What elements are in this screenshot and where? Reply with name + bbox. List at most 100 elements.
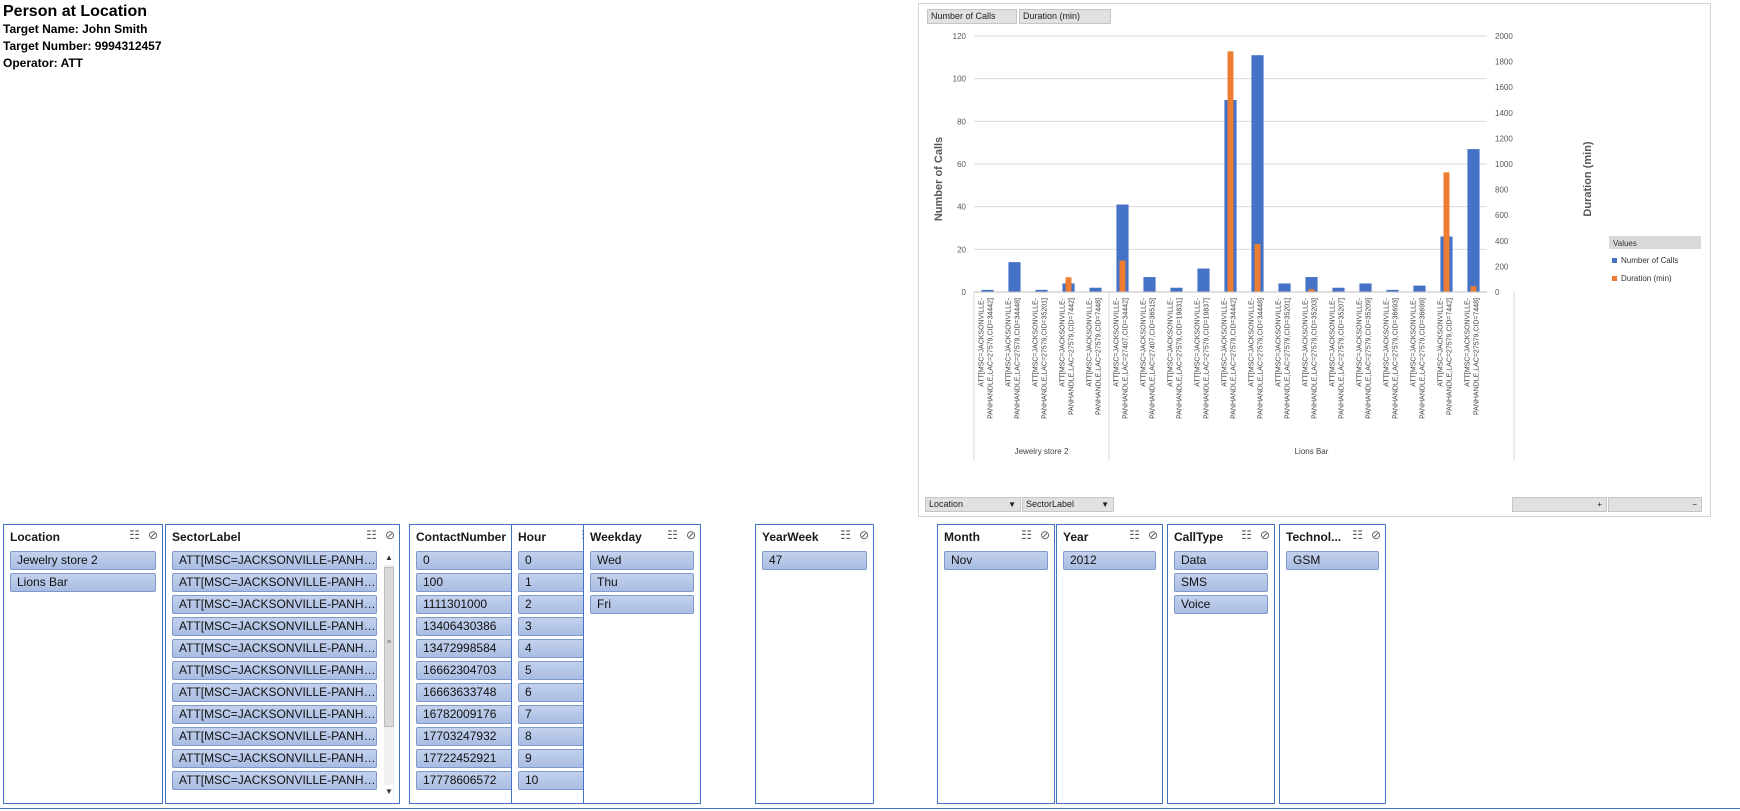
axis-field-button-sectorlabel[interactable]: SectorLabel ▼ — [1022, 497, 1114, 512]
y-tick-label: 40 — [957, 203, 966, 212]
slicer-item[interactable]: 2 — [518, 595, 584, 614]
multi-select-icon[interactable]: ☷ — [840, 528, 851, 542]
slicer-item[interactable]: 8 — [518, 727, 584, 746]
slicer-item[interactable]: ATT[MSC=JACKSONVILLE-PANHAND... — [172, 661, 377, 680]
axis-field-label-sectorlabel: SectorLabel — [1026, 499, 1075, 509]
clear-filter-icon[interactable]: ⊘ — [147, 528, 158, 542]
slicer-location[interactable]: Location ☷ ⊘ Jewelry store 2 Lions Bar — [3, 524, 163, 804]
slicer-item[interactable]: ATT[MSC=JACKSONVILLE-PANHAND... — [172, 705, 377, 724]
multi-select-icon[interactable]: ☷ — [581, 528, 584, 542]
multi-select-icon[interactable]: ☷ — [1021, 528, 1032, 542]
slicer-calltype[interactable]: CallType ☷ ⊘ Data SMS Voice — [1167, 524, 1275, 804]
slicer-item[interactable]: 1 — [518, 573, 584, 592]
slicer-item[interactable]: ATT[MSC=JACKSONVILLE-PANHAND... — [172, 683, 377, 702]
clear-filter-icon[interactable]: ⊘ — [384, 528, 395, 542]
clear-filter-icon[interactable]: ⊘ — [858, 528, 869, 542]
multi-select-icon[interactable]: ☷ — [129, 528, 140, 542]
slicer-item[interactable]: 0 — [416, 551, 513, 570]
clear-filter-icon[interactable]: ⊘ — [685, 528, 696, 542]
axis-field-button-location[interactable]: Location ▼ — [925, 497, 1021, 512]
slicer-item[interactable]: ATT[MSC=JACKSONVILLE-PANHAND... — [172, 771, 377, 790]
x-tick-label: ATT[MSC=JACKSONVILLE- — [1438, 297, 1445, 386]
x-tick-label: PANHANDLE,LAC=27579,CID=34442] — [988, 298, 995, 419]
bar-duration — [1065, 277, 1072, 292]
x-tick-label: PANHANDLE,LAC=27579,CID=36699] — [1420, 298, 1427, 419]
multi-select-icon[interactable]: ☷ — [1352, 528, 1363, 542]
slicer-item[interactable]: GSM — [1286, 551, 1379, 570]
slicer-title: Location — [10, 530, 60, 544]
slicer-item[interactable]: 6 — [518, 683, 584, 702]
slicer-item[interactable]: 5 — [518, 661, 584, 680]
expand-field-button[interactable]: + — [1512, 497, 1607, 512]
slicer-item[interactable]: Data — [1174, 551, 1268, 570]
slicer-item[interactable]: ATT[MSC=JACKSONVILLE-PANHAND... — [172, 551, 377, 570]
value-field-button-calls[interactable]: Number of Calls — [927, 9, 1017, 24]
page-title: Person at Location — [3, 3, 148, 20]
slicer-item[interactable]: 1111301000 — [416, 595, 513, 614]
slicer-item[interactable]: Wed — [590, 551, 694, 570]
slicer-item[interactable]: ATT[MSC=JACKSONVILLE-PANHAND... — [172, 727, 377, 746]
slicer-item[interactable]: 13406430386 — [416, 617, 513, 636]
slicer-item[interactable]: ATT[MSC=JACKSONVILLE-PANHAND... — [172, 617, 377, 636]
slicer-hour[interactable]: Hour ☷ 0 1 2 3 4 5 6 7 8 9 10 — [511, 524, 585, 804]
slicer-technology[interactable]: Technol... ☷ ⊘ GSM — [1279, 524, 1386, 804]
slicer-title: Weekday — [590, 530, 642, 544]
clear-filter-icon[interactable]: ⊘ — [1370, 528, 1381, 542]
slicer-scrollbar[interactable]: ▲ ≡ ▼ — [383, 553, 395, 797]
slicer-item[interactable]: 47 — [762, 551, 867, 570]
slicer-item[interactable]: 13472998584 — [416, 639, 513, 658]
slicer-item[interactable]: 3 — [518, 617, 584, 636]
slicer-item[interactable]: 2012 — [1063, 551, 1156, 570]
y2-tick-label: 200 — [1495, 262, 1509, 271]
multi-select-icon[interactable]: ☷ — [1129, 528, 1140, 542]
pivot-chart[interactable]: Number of Calls Duration (min) 0 20 40 60 80… — [918, 3, 1711, 517]
slicer-weekday[interactable]: Weekday ☷ ⊘ Wed Thu Fri — [583, 524, 701, 804]
slicer-item[interactable]: Lions Bar — [10, 573, 156, 592]
slicer-item[interactable]: 17703247932 — [416, 727, 513, 746]
slicer-contactnumber[interactable]: ContactNumber 0 100 1111301000 13406430386 1… — [409, 524, 514, 804]
collapse-field-button[interactable]: − — [1608, 497, 1702, 512]
slicer-item[interactable]: Jewelry store 2 — [10, 551, 156, 570]
slicer-item[interactable]: SMS — [1174, 573, 1268, 592]
slicer-item[interactable]: ATT[MSC=JACKSONVILLE-PANHAND... — [172, 749, 377, 768]
scroll-thumb[interactable]: ≡ — [384, 567, 394, 727]
slicer-item[interactable]: 4 — [518, 639, 584, 658]
slicer-item[interactable]: 17722452921 — [416, 749, 513, 768]
scroll-down-icon[interactable]: ▼ — [385, 787, 393, 796]
value-field-button-duration[interactable]: Duration (min) — [1019, 9, 1111, 24]
slicer-item[interactable]: 16663633748 — [416, 683, 513, 702]
slicer-yearweek[interactable]: YearWeek ☷ ⊘ 47 — [755, 524, 874, 804]
slicer-month[interactable]: Month ☷ ⊘ Nov — [937, 524, 1055, 804]
report-header: Person at Location Target Name: John Smi… — [3, 2, 162, 72]
slicer-year[interactable]: Year ☷ ⊘ 2012 — [1056, 524, 1163, 804]
category-labels: ATT[MSC=JACKSONVILLE- PANHANDLE,LAC=27579… — [979, 297, 1481, 456]
clear-filter-icon[interactable]: ⊘ — [1039, 528, 1050, 542]
slicer-item[interactable]: 10 — [518, 771, 584, 790]
multi-select-icon[interactable]: ☷ — [366, 528, 377, 542]
slicer-item[interactable]: Voice — [1174, 595, 1268, 614]
slicer-item[interactable]: 9 — [518, 749, 584, 768]
slicer-item[interactable]: 17778606572 — [416, 771, 513, 790]
x-tick-label: PANHANDLE,LAC=27407,CID=34442] — [1123, 298, 1130, 419]
slicer-item[interactable]: 100 — [416, 573, 513, 592]
slicer-sectorlabel[interactable]: SectorLabel ☷ ⊘ ATT[MSC=JACKSONVILLE-PANH… — [165, 524, 400, 804]
slicer-item[interactable]: 16662304703 — [416, 661, 513, 680]
slicer-item[interactable]: ATT[MSC=JACKSONVILLE-PANHAND... — [172, 595, 377, 614]
multi-select-icon[interactable]: ☷ — [1241, 528, 1252, 542]
slicer-item[interactable]: 7 — [518, 705, 584, 724]
multi-select-icon[interactable]: ☷ — [667, 528, 678, 542]
slicer-item[interactable]: ATT[MSC=JACKSONVILLE-PANHAND... — [172, 573, 377, 592]
slicer-item[interactable]: Thu — [590, 573, 694, 592]
bar-number-of-calls — [1008, 262, 1021, 292]
group-label: Jewelry store 2 — [1015, 447, 1069, 456]
clear-filter-icon[interactable]: ⊘ — [1259, 528, 1270, 542]
slicer-header: SectorLabel ☷ ⊘ — [166, 525, 399, 547]
slicer-item[interactable]: 16782009176 — [416, 705, 513, 724]
scroll-up-icon[interactable]: ▲ — [385, 553, 393, 562]
slicer-item[interactable]: ATT[MSC=JACKSONVILLE-PANHAND... — [172, 639, 377, 658]
slicer-item[interactable]: Nov — [944, 551, 1048, 570]
clear-filter-icon[interactable]: ⊘ — [1147, 528, 1158, 542]
slicer-header: Year ☷ ⊘ — [1057, 525, 1162, 547]
slicer-item[interactable]: Fri — [590, 595, 694, 614]
slicer-item[interactable]: 0 — [518, 551, 584, 570]
